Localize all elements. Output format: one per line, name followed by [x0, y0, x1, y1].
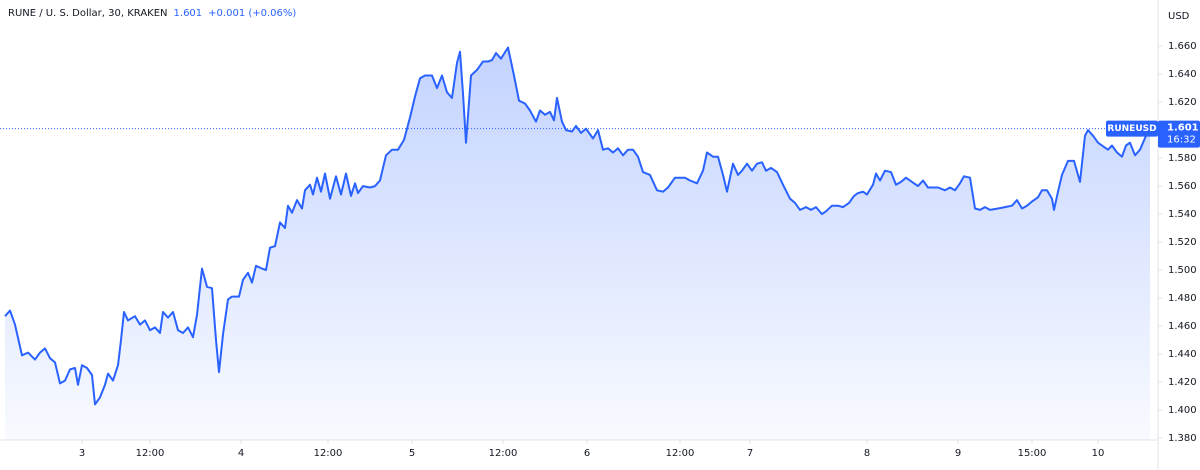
chart-title: RUNE / U. S. Dollar, 30, KRAKEN — [8, 8, 168, 19]
header-price: 1.601 — [173, 8, 203, 19]
x-tick-label: 3 — [79, 448, 85, 459]
y-tick-label: 1.520 — [1168, 237, 1197, 248]
y-tick-label: 1.460 — [1168, 321, 1197, 332]
y-tick-label: 1.660 — [1168, 41, 1197, 52]
header-change: +0.001 (+0.06%) — [208, 8, 297, 19]
header: RUNE / U. S. Dollar, 30, KRAKEN 1.601 +0.0… — [8, 8, 296, 19]
symbol-label: RUNEUSD — [1107, 124, 1156, 134]
x-tick-label: 12:00 — [489, 448, 518, 459]
symbol-badge — [1106, 120, 1158, 137]
price-badge-countdown: 16:32 — [1167, 135, 1196, 146]
x-tick-label: 4 — [238, 448, 244, 459]
x-tick-label: 5 — [409, 448, 415, 459]
y-axis-unit: USD — [1168, 11, 1190, 22]
x-tick-label: 12:00 — [136, 448, 165, 459]
y-tick-label: 1.620 — [1168, 97, 1197, 108]
y-tick-label: 1.580 — [1168, 153, 1197, 164]
x-tick-label: 10 — [1092, 448, 1105, 459]
y-tick-label: 1.480 — [1168, 293, 1197, 304]
y-tick-label: 1.560 — [1168, 181, 1197, 192]
price-line — [4, 46, 1151, 406]
y-tick-label: 1.540 — [1168, 209, 1197, 220]
area-fill — [5, 47, 1150, 440]
y-tick-label: 1.640 — [1168, 69, 1197, 80]
x-tick-label: 7 — [747, 448, 753, 459]
x-tick-label: 12:00 — [314, 448, 343, 459]
y-tick-label: 1.380 — [1168, 433, 1197, 444]
x-tick-label: 15:00 — [1018, 448, 1047, 459]
y-tick-label: 1.440 — [1168, 349, 1197, 360]
x-tick-label: 6 — [584, 448, 590, 459]
y-tick-label: 1.420 — [1168, 377, 1197, 388]
x-tick-label: 8 — [864, 448, 870, 459]
y-tick-label: 1.500 — [1168, 265, 1197, 276]
y-tick-label: 1.400 — [1168, 405, 1197, 416]
x-tick-label: 9 — [955, 448, 961, 459]
price-badge-value: 1.601 — [1167, 123, 1199, 134]
price-badge — [1158, 120, 1200, 148]
x-tick-label: 12:00 — [666, 448, 695, 459]
